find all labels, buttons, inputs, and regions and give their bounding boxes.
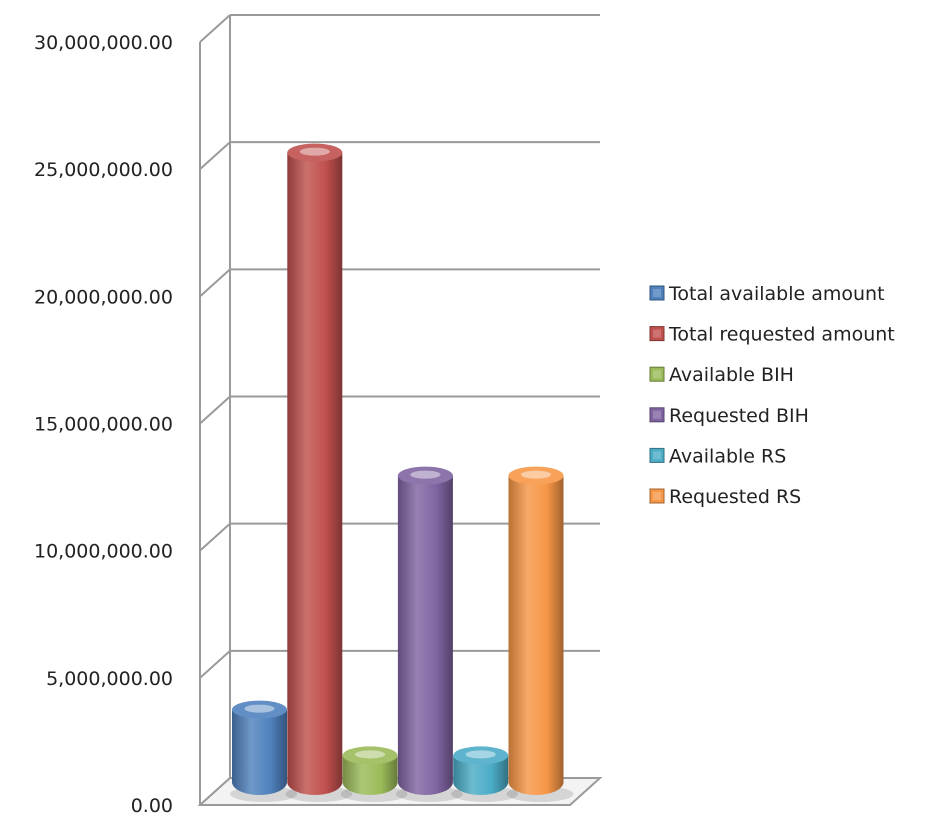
legend-item: Available RS: [649, 445, 786, 467]
legend-label: Available BIH: [669, 364, 794, 386]
legend-item: Total available amount: [649, 283, 885, 305]
legend-item: Total requested amount: [649, 324, 895, 346]
legend-label: Total requested amount: [668, 324, 895, 346]
legend-item: Requested RS: [649, 486, 801, 508]
y-tick-label: 0.00: [131, 795, 173, 817]
y-tick-label: 20,000,000.00: [34, 286, 173, 308]
legend-label: Requested RS: [669, 486, 801, 508]
legend-label: Available RS: [669, 445, 786, 467]
y-tick-label: 5,000,000.00: [46, 668, 173, 690]
bar: [395, 466, 463, 802]
gridline: [199, 395, 600, 425]
y-axis: 0.00 5,000,000.00 10,000,000.00 15,000,000.…: [34, 32, 173, 817]
gridline: [199, 268, 600, 298]
bar: [451, 746, 519, 802]
gridline: [199, 14, 600, 43]
y-tick-label: 10,000,000.00: [34, 541, 173, 563]
y-tick-label: 25,000,000.00: [34, 159, 173, 181]
legend-item: Available BIH: [649, 364, 794, 386]
bar: [340, 746, 408, 802]
gridline: [199, 141, 600, 170]
legend-label: Total available amount: [668, 283, 885, 305]
legend: Total available amount Total requested am…: [649, 283, 895, 508]
y-tick-label: 30,000,000.00: [34, 32, 173, 54]
y-tick-label: 15,000,000.00: [34, 414, 173, 436]
legend-label: Requested BIH: [669, 405, 809, 427]
bar: [230, 700, 297, 802]
legend-item: Requested BIH: [649, 405, 809, 427]
bar: [506, 466, 574, 802]
bar: [285, 143, 353, 802]
bars: [230, 143, 574, 802]
